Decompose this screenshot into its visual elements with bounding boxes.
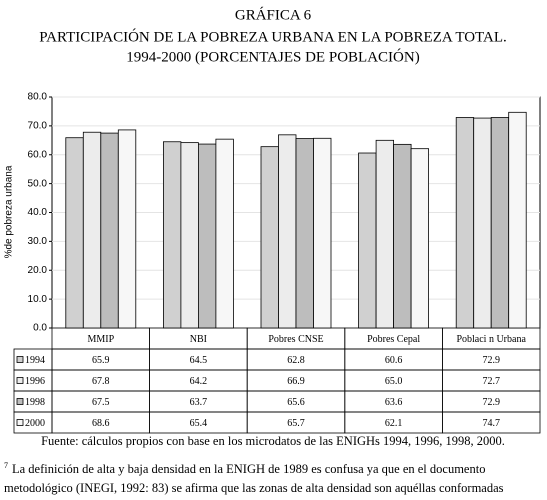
data-label: 66.9 [287,376,305,387]
legend-swatch [16,419,24,426]
data-label: 72.9 [482,355,500,366]
title: GRÁFICA 6 [235,6,312,23]
source: Fuente: cálculos propios con base en los… [41,434,505,448]
legend-swatch [16,398,24,405]
subtitle: 1994-2000 (PORCENTAJES DE POBLACIÓN) [126,48,419,65]
y-tick-label: 10.0 [28,294,48,305]
y-tick-label: 30.0 [28,236,48,247]
legend-swatch [16,377,24,384]
table-cell [441,411,541,434]
y-tick-label: 20.0 [28,265,48,276]
y-tick-label: 80.0 [28,92,48,103]
bar [473,117,492,329]
bar [260,146,279,329]
y-axis-label: %de pobreza urbana [4,165,15,258]
bar [82,131,102,329]
data-label: 65.0 [385,376,403,387]
data-label: 63.6 [385,397,403,408]
footnote: La definición de alta y baja densidad en… [12,462,485,476]
bar [162,141,182,329]
data-label: 60.6 [385,355,403,366]
data-label: 65.9 [92,355,110,366]
data-label: 63.7 [190,397,208,408]
bar [313,137,332,329]
bar [215,138,234,329]
data-label: 72.9 [482,397,500,408]
bar [358,152,377,329]
x-tick-label: MMIP [87,334,114,345]
bar [278,134,297,329]
bar [508,111,527,329]
y-tick-label: 0.0 [33,323,47,334]
y-tick-label: 50.0 [28,178,48,189]
legend-label: 1996 [25,376,45,387]
bar [180,142,199,329]
table-cell [13,411,53,434]
bar [65,137,84,329]
data-label: 65.7 [287,418,305,429]
legend-label: 1998 [25,397,45,408]
legend-label: 1994 [25,355,45,366]
y-tick-label: 40.0 [28,207,48,218]
bar [455,117,475,329]
bar [100,132,119,329]
x-tick-label: Poblaci n Urbana [456,334,526,345]
footnote-marker: 7 [4,461,8,470]
bar [295,138,314,329]
x-tick-label: Pobres Cepal [367,334,420,345]
data-label: 62.8 [287,355,305,366]
bar [410,148,430,329]
footnote: metodológico (INEGI, 1992: 83) se afirma… [4,481,504,495]
data-label: 62.1 [385,418,403,429]
y-tick-label: 70.0 [28,121,48,132]
bar [490,117,510,329]
subtitle: PARTICIPACIÓN DE LA POBREZA URBANA EN LA… [39,28,507,45]
data-label: 67.5 [92,397,110,408]
x-tick-label: NBI [190,334,207,345]
bar [393,143,412,329]
data-label: 64.2 [190,376,208,387]
data-label: 72.7 [482,376,500,387]
legend-label: 2000 [25,418,45,429]
bar [375,139,395,329]
data-label: 64.5 [190,355,208,366]
data-label: 65.4 [190,418,208,429]
bar [197,143,217,329]
bar [117,129,137,329]
data-label: 74.7 [482,418,500,429]
data-label: 65.6 [287,397,305,408]
legend-swatch [16,356,24,363]
data-label: 67.8 [92,376,110,387]
x-tick-label: Pobres CNSE [268,334,323,345]
y-tick-label: 60.0 [28,149,48,160]
data-label: 68.6 [92,418,110,429]
